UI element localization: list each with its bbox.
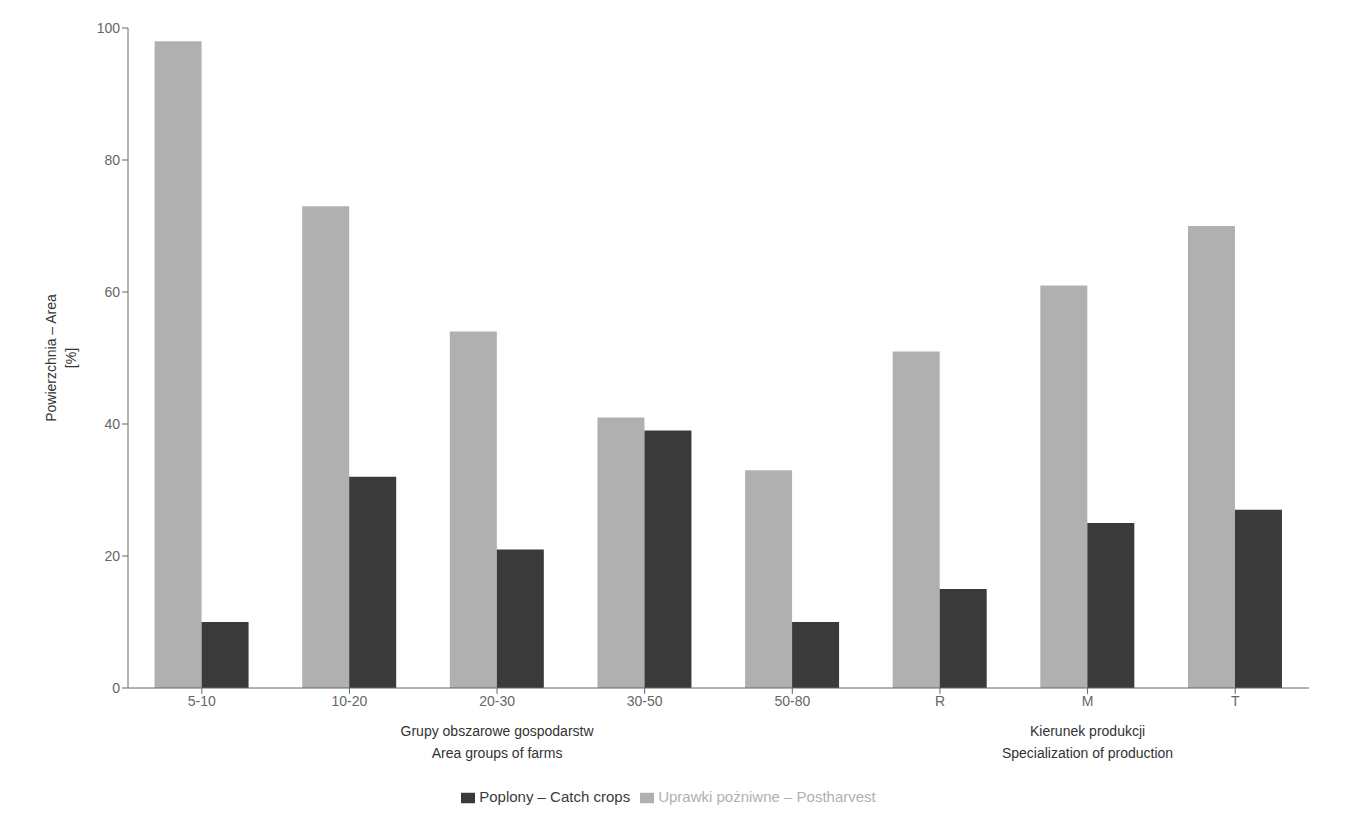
html-text:Uprawki pożniwne – Postharvest: Uprawki pożniwne – Postharvest: [658, 788, 876, 805]
html-text:Poplony – Catch crops: Poplony – Catch crops: [479, 788, 631, 805]
svg-text:50-80: 50-80: [774, 693, 810, 709]
svg-text:100: 100: [97, 20, 121, 36]
svg-text:20: 20: [104, 548, 120, 564]
svg-text:M: M: [1082, 693, 1094, 709]
svg-text:Kierunek produkcjiSpecializati: Kierunek produkcjiSpecialization of prod…: [1002, 723, 1173, 761]
svg-text:60: 60: [104, 284, 120, 300]
svg-text:0: 0: [112, 680, 120, 696]
svg-text:10-20: 10-20: [332, 693, 368, 709]
svg-text:80: 80: [104, 152, 120, 168]
svg-text:5-10: 5-10: [188, 693, 216, 709]
svg-text:20-30: 20-30: [479, 693, 515, 709]
svg-text:30-50: 30-50: [627, 693, 663, 709]
svg-text:Grupy obszarowe gospodarstwAre: Grupy obszarowe gospodarstwArea groups o…: [401, 723, 595, 761]
svg-text:40: 40: [104, 416, 120, 432]
svg-text:Powierzchnia – Area[%]: Powierzchnia – Area[%]: [43, 294, 79, 422]
svg-text:T: T: [1231, 693, 1240, 709]
svg-text:R: R: [935, 693, 945, 709]
